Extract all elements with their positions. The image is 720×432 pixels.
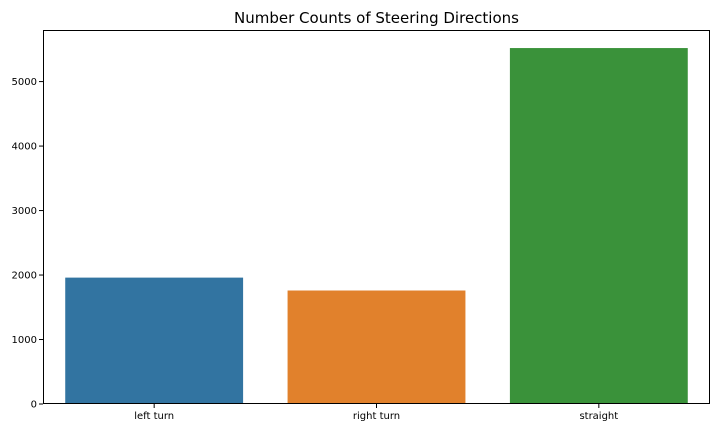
y-tick-label: 0 [31,400,37,411]
y-tick-label: 2000 [12,271,37,282]
bar-straight [509,48,688,404]
x-tick-label: left turn [134,411,174,422]
x-tick-label: straight [579,411,618,422]
x-tick-label: right turn [353,411,400,422]
chart-title: Number Counts of Steering Directions [234,9,519,27]
plot-frame [43,30,710,404]
y-tick-label: 4000 [12,142,37,153]
y-tick-label: 3000 [12,206,37,217]
bars-group [65,48,688,404]
bar-right-turn [287,290,466,404]
x-axis: left turn right turn straight [134,404,618,422]
y-axis: 0 1000 2000 3000 4000 5000 [12,77,43,411]
y-tick-label: 1000 [12,335,37,346]
y-tick-label: 5000 [12,77,37,88]
bar-left-turn [65,277,244,404]
